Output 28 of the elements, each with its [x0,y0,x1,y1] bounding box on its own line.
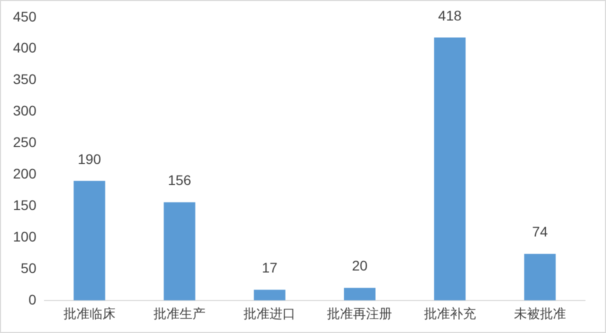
y-tick-label: 200 [13,165,37,182]
x-tick-label: 未被批准 [514,306,566,321]
x-tick-label: 批准生产 [154,306,206,321]
x-tick-label: 批准临床 [63,306,116,321]
data-label: 190 [78,150,102,167]
bar [74,180,106,300]
y-tick-label: 400 [13,40,37,56]
y-tick-label: 350 [13,71,37,88]
data-label: 20 [352,258,368,274]
y-tick-label: 150 [13,196,37,213]
bar [434,38,466,300]
y-tick-label: 300 [13,102,37,119]
bar [254,290,286,300]
bar [344,288,376,300]
data-label: 17 [262,260,278,276]
data-label: 156 [168,172,192,188]
x-tick-label: 批准补充 [424,306,476,321]
y-tick-label: 250 [13,134,37,150]
data-label: 418 [438,7,462,24]
bar [524,254,556,300]
y-tick-label: 0 [28,291,37,308]
y-tick-label: 100 [13,228,37,244]
bar [164,202,196,300]
data-label: 74 [532,224,548,240]
y-tick-label: 450 [13,8,37,24]
y-tick-label: 50 [20,260,37,276]
x-tick-label: 批准进口 [244,306,296,321]
x-tick-label: 批准再注册 [327,306,392,321]
